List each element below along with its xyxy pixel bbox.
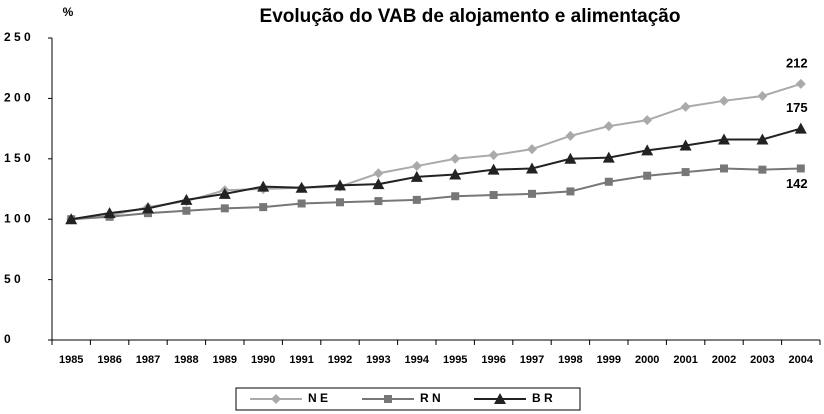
y-tick-label: 2 0 0 — [4, 91, 31, 105]
marker — [411, 161, 422, 172]
marker — [295, 181, 308, 193]
marker — [451, 192, 460, 201]
marker — [410, 170, 423, 182]
marker — [527, 144, 537, 155]
data-label: 175 — [786, 100, 808, 115]
marker — [758, 165, 767, 174]
x-tick-label: 1996 — [481, 354, 505, 366]
marker — [374, 197, 383, 206]
marker — [259, 203, 268, 212]
marker — [336, 198, 344, 207]
marker — [794, 122, 807, 134]
marker — [795, 78, 806, 89]
x-tick-label: 1986 — [97, 354, 121, 366]
marker — [412, 195, 421, 204]
marker — [718, 133, 730, 145]
marker — [65, 213, 78, 225]
x-tick-label: 1993 — [366, 354, 390, 366]
marker — [489, 191, 498, 200]
x-tick-label: 1988 — [174, 354, 198, 366]
legend-label: R N — [420, 391, 441, 405]
series-line — [71, 167, 801, 221]
marker — [526, 162, 538, 174]
data-label: 142 — [786, 176, 808, 191]
marker — [449, 168, 462, 180]
marker — [334, 179, 346, 191]
marker — [372, 178, 385, 190]
marker — [142, 202, 154, 214]
x-tick-label: 2004 — [789, 354, 814, 366]
marker — [180, 193, 193, 205]
x-tick-label: 1987 — [136, 354, 160, 366]
marker — [603, 121, 614, 132]
marker — [720, 164, 728, 173]
marker — [488, 150, 499, 161]
marker — [642, 115, 653, 126]
marker — [373, 168, 384, 179]
x-tick-label: 2002 — [712, 354, 736, 366]
x-tick-label: 1990 — [251, 354, 275, 366]
marker — [528, 189, 536, 198]
marker — [796, 164, 805, 173]
marker — [103, 207, 116, 219]
marker — [757, 90, 768, 101]
y-tick-label: 5 0 — [4, 272, 21, 286]
marker — [182, 206, 191, 215]
marker — [604, 177, 613, 186]
marker — [564, 152, 577, 164]
x-tick-label: 1992 — [328, 354, 352, 366]
marker — [602, 151, 615, 163]
x-tick-label: 1997 — [520, 354, 544, 366]
x-tick-label: 2000 — [635, 354, 659, 366]
data-label: 212 — [786, 55, 808, 70]
series-line — [71, 127, 802, 221]
legend-box — [235, 387, 581, 411]
marker — [680, 101, 691, 112]
x-tick-label: 1999 — [597, 354, 621, 366]
chart-title: Evolução do VAB de alojamento e alimenta… — [260, 6, 681, 27]
x-tick-label: 1991 — [289, 354, 313, 366]
y-axis-label: % — [63, 5, 74, 19]
marker — [681, 168, 690, 177]
marker — [220, 204, 229, 213]
marker — [384, 395, 392, 403]
legend-label: N E — [308, 391, 328, 405]
y-tick-label: 1 5 0 — [4, 151, 31, 165]
marker — [257, 180, 270, 192]
y-tick-label: 2 5 0 — [4, 30, 31, 44]
x-tick-label: 1989 — [213, 354, 237, 366]
marker — [756, 133, 769, 145]
y-tick-label: 1 0 0 — [4, 211, 31, 225]
marker — [643, 171, 652, 180]
legend-label: B R — [532, 391, 553, 405]
x-tick-label: 1995 — [443, 354, 467, 366]
marker — [297, 199, 306, 208]
x-tick-label: 1985 — [59, 354, 83, 366]
marker — [218, 187, 231, 199]
x-tick-label: 1994 — [405, 354, 430, 366]
marker — [487, 163, 500, 175]
marker — [719, 95, 729, 106]
x-tick-label: 2003 — [750, 354, 774, 366]
marker — [494, 393, 506, 404]
marker — [450, 153, 461, 164]
y-tick-label: 0 — [4, 332, 11, 346]
marker — [271, 394, 281, 404]
marker — [679, 139, 692, 151]
marker — [566, 187, 575, 196]
marker — [641, 144, 654, 156]
x-tick-label: 2001 — [673, 354, 697, 366]
x-tick-label: 1998 — [558, 354, 582, 366]
marker — [565, 130, 576, 141]
